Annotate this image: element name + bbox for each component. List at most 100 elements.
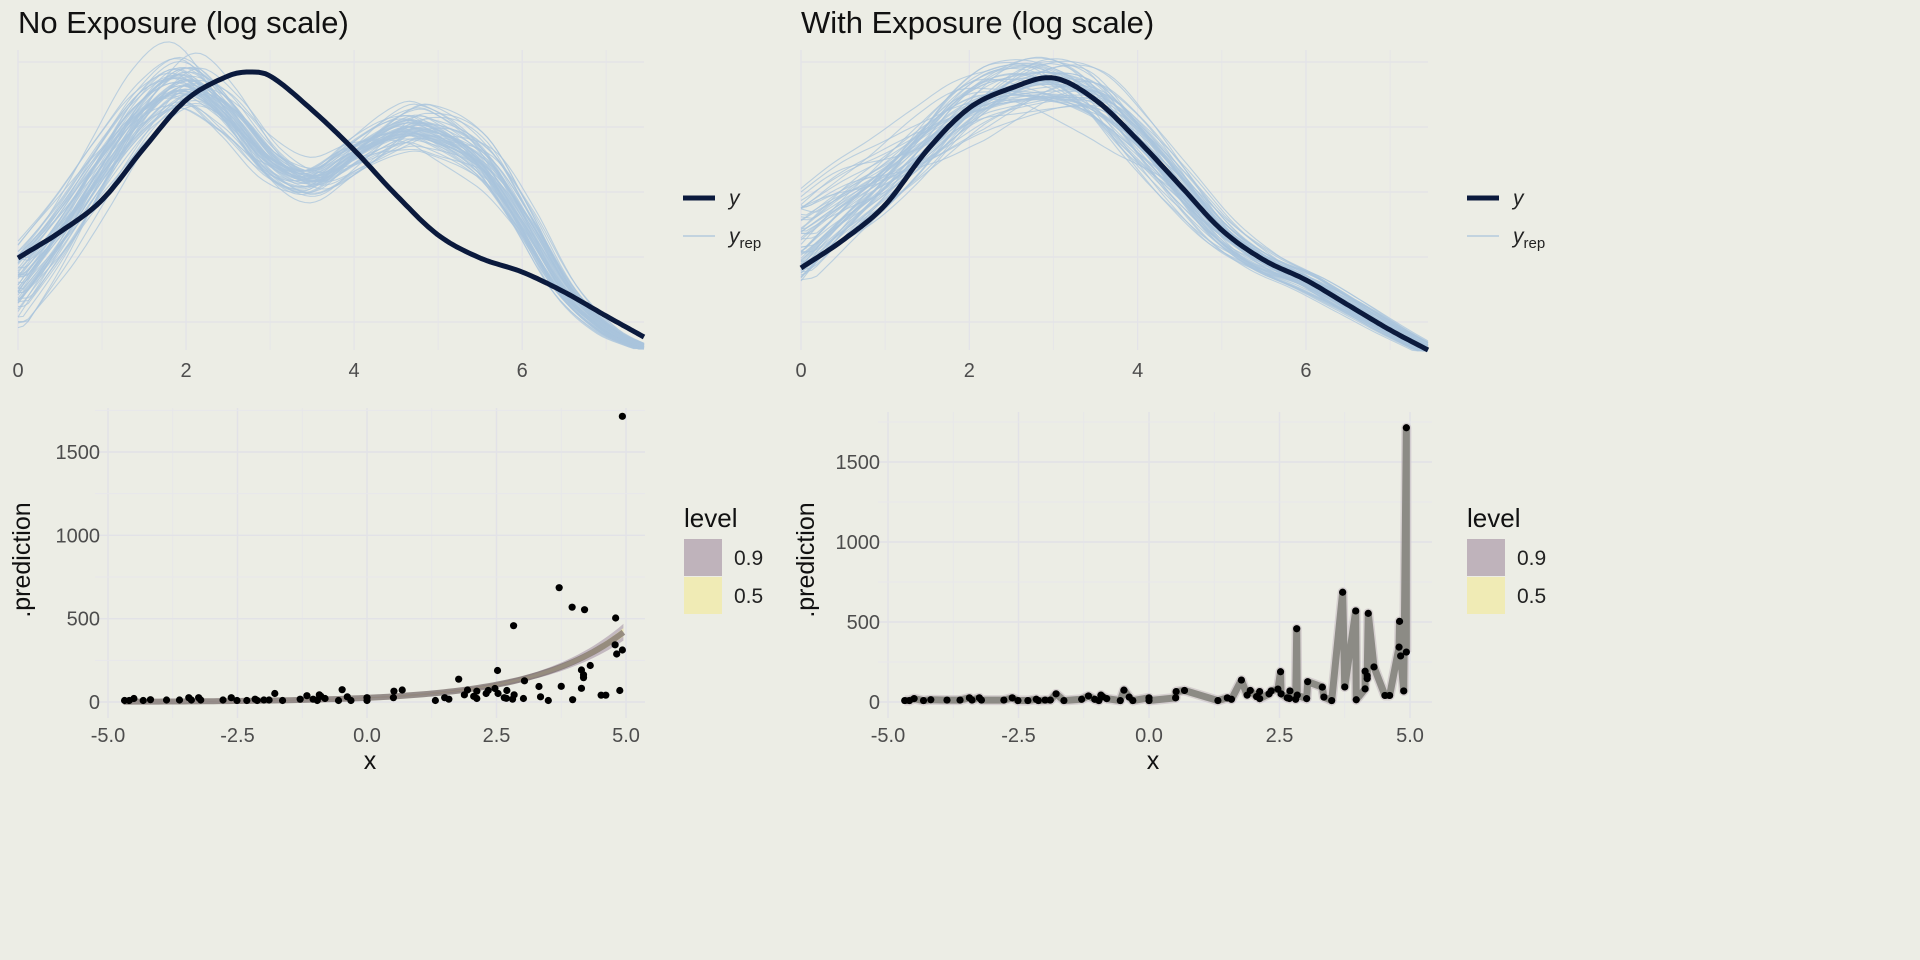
x-tick-label: 2 [180,360,191,382]
data-point [175,696,184,704]
yrep-density-line [800,62,1428,352]
legend-label-0.5: 0.5 [1517,585,1546,608]
data-point [398,686,406,694]
data-point [1293,625,1301,633]
data-point [493,666,502,675]
data-point [1318,683,1326,691]
data-point [1293,691,1301,699]
x-tick-label: -5.0 [871,725,905,747]
data-point [278,696,287,705]
data-point [613,650,621,658]
data-point [1364,609,1372,617]
legend-swatch-0.5 [1467,577,1505,614]
data-point [431,696,439,705]
data-point [977,696,986,704]
ribbon-level-0.9 [123,623,624,702]
legend-label-0.5: 0.5 [734,585,763,608]
data-point [1046,696,1054,704]
yrep-density-line [17,78,645,346]
legend-label-0.9: 0.9 [734,547,763,570]
data-point [611,641,619,649]
data-point [1352,607,1360,615]
data-point [1103,695,1111,703]
data-point [1052,690,1060,698]
data-point [580,606,589,614]
x-tick-label: -5.0 [91,725,125,747]
data-point [1304,678,1312,686]
data-point [303,692,311,700]
data-point [1060,696,1068,705]
panel-prediction-with-exposure: -5.0 -2.5 0.0 2.5 5.0 0 500 1000 1500 x .predictio… [792,412,1546,775]
data-point [187,696,195,704]
data-point [1172,688,1180,696]
yrep-density-line [17,74,645,345]
legend-yrep-symbol: y [727,225,741,248]
data-point [602,691,610,699]
data-point [473,694,481,703]
x-tick-label: -2.5 [220,725,254,747]
legend-label-0.9: 0.9 [1517,547,1546,570]
data-point [1341,683,1349,691]
panel-prediction-no-exposure: -5.0 -2.5 0.0 2.5 5.0 0 500 1000 1500 x .predictio… [8,408,763,775]
legend-swatch-0.9 [684,539,722,576]
data-point [1214,696,1222,705]
data-point [296,695,304,703]
data-point [557,682,565,690]
data-point [1352,696,1360,704]
y-axis-label: .prediction [8,502,36,617]
x-tick-label: 6 [517,360,528,382]
x-tick-label: 6 [1300,360,1311,382]
y-tick-label: 1000 [836,532,881,554]
data-point [1008,694,1016,702]
data-point [1277,690,1285,698]
yrep-density-line [17,67,645,348]
data-point [162,696,171,704]
yrep-density-line [17,79,645,349]
data-point [1395,617,1404,625]
data-point [347,696,355,705]
legend-label-y: y [727,187,741,210]
y-tick-label: 500 [847,612,880,634]
x-tick-label: 0.0 [353,725,381,747]
panel-title: No Exposure (log scale) [18,5,349,40]
data-point [1000,696,1008,704]
data-point [494,689,502,698]
data-point [1129,696,1137,705]
yrep-density-line [17,67,645,345]
data-point [1014,696,1022,705]
data-point [1237,676,1245,684]
data-point [943,696,951,704]
data-point [1400,687,1408,695]
data-point [1120,686,1128,694]
yrep-density-line [17,73,644,349]
yrep-density-line [800,71,1428,351]
yrep-density-line [17,82,645,345]
legend-label-y: y [1511,187,1525,210]
legend-swatch-0.5 [684,577,722,614]
data-point [1363,672,1371,680]
yrep-density-line [17,67,645,346]
observed-y-density-line [799,75,1430,353]
yrep-density-line [17,88,645,347]
data-point [520,677,529,685]
legend-level: level 0.9 0.5 [684,503,763,614]
yrep-density-line [17,104,645,348]
panel-title: With Exposure (log scale) [801,5,1154,40]
data-point [519,694,528,703]
data-point [1084,692,1093,700]
data-point [1320,693,1328,701]
yrep-density-line [17,82,644,350]
data-point [338,686,346,694]
yrep-density-line [17,92,645,349]
data-point [197,696,205,704]
legend-level: level 0.9 0.5 [1467,503,1546,614]
x-tick-label: 5.0 [1396,725,1424,747]
data-point [253,696,261,705]
data-point [577,684,586,692]
data-point [569,696,577,704]
data-point [919,696,928,705]
data-point [1402,424,1410,432]
data-point [1303,695,1311,703]
